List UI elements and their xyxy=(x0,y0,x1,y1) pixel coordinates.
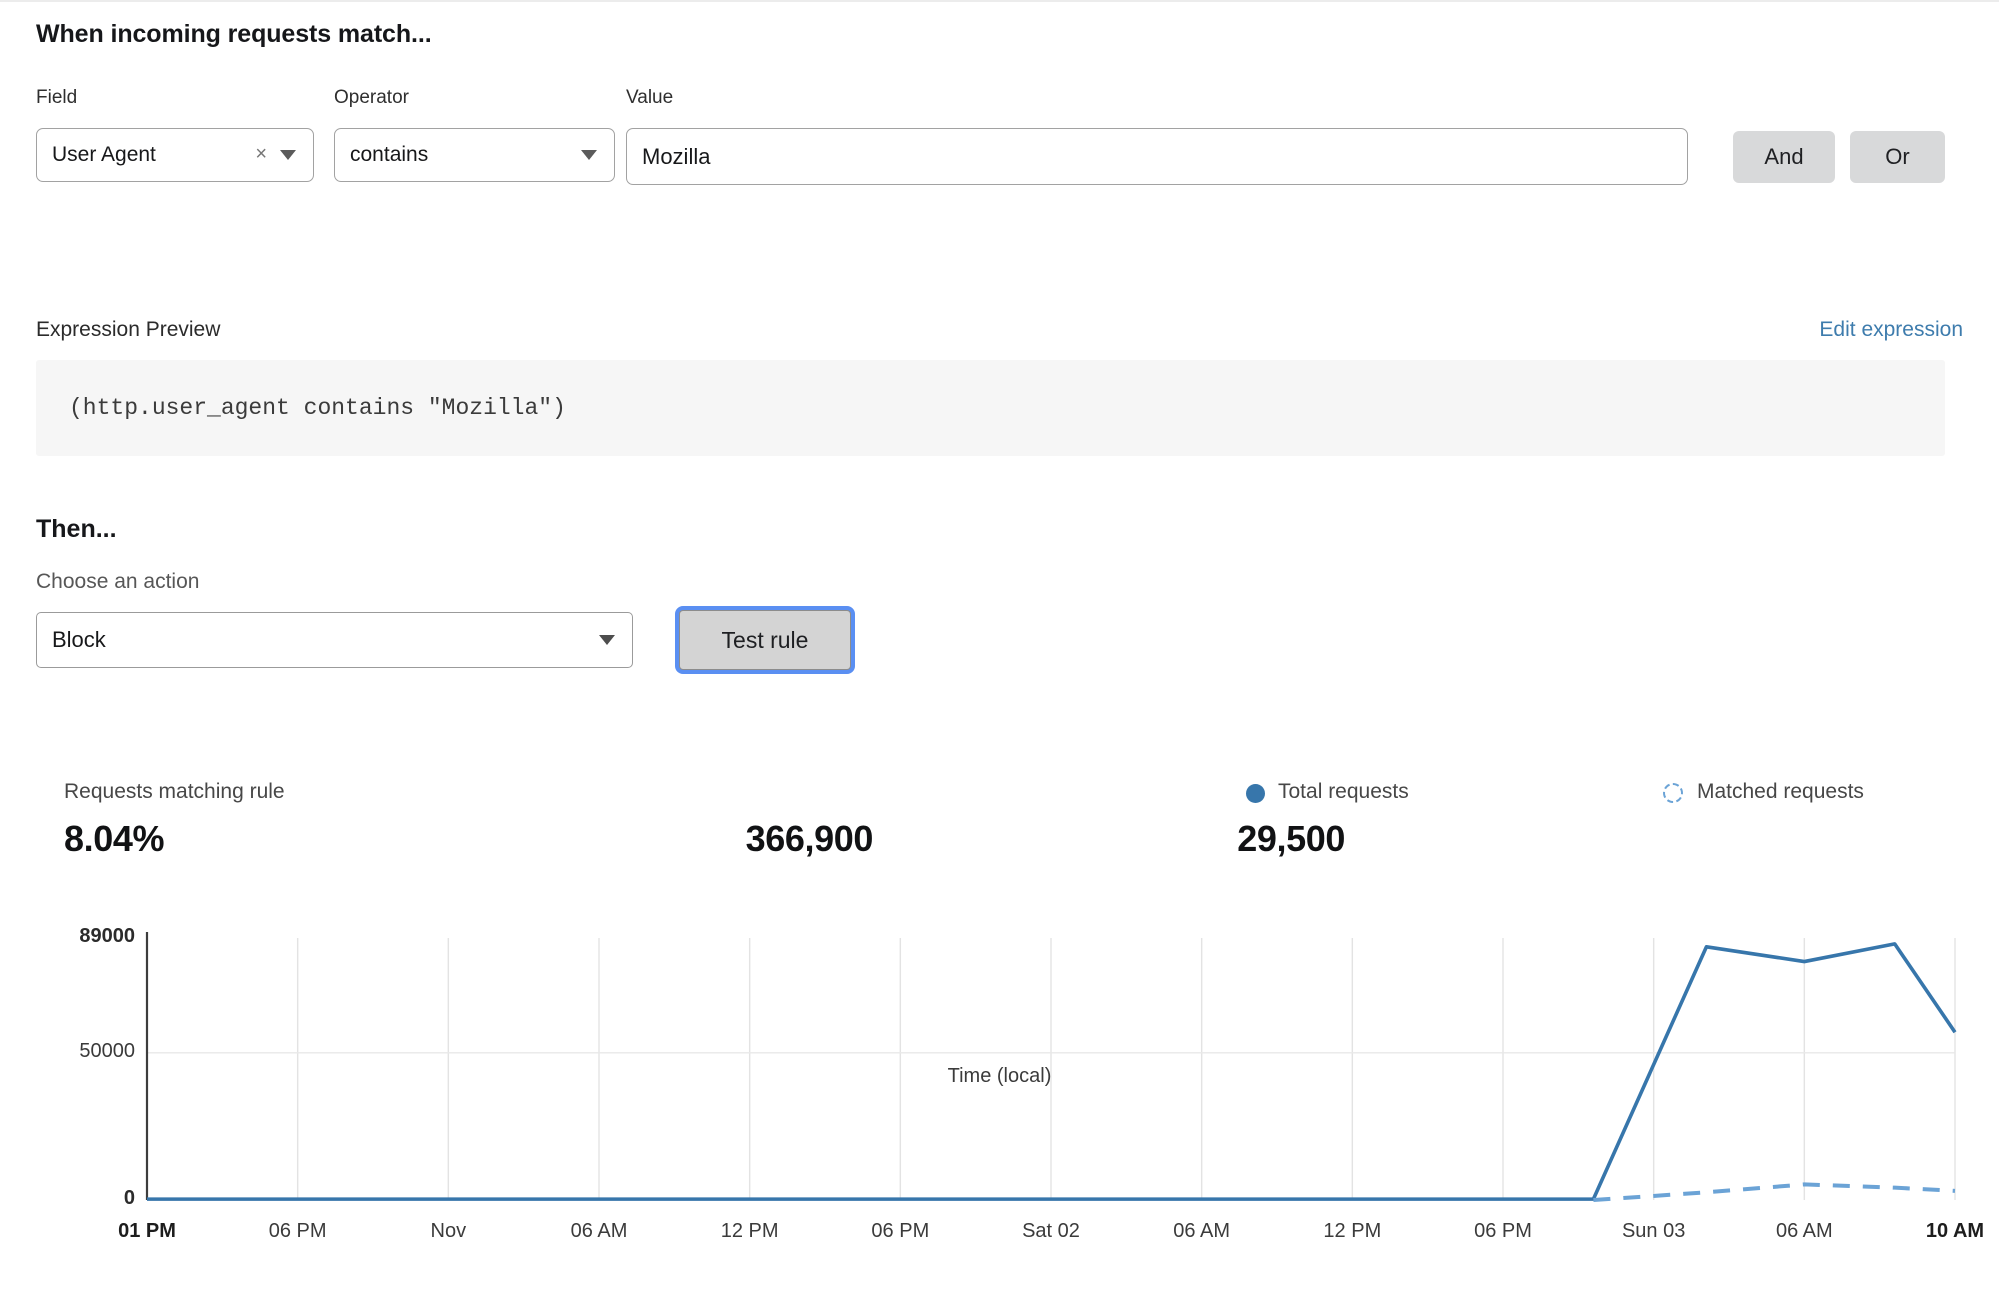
x-tick-6: Sat 02 xyxy=(1022,1220,1080,1242)
x-tick-11: 06 AM xyxy=(1775,1220,1833,1242)
value-label: Value xyxy=(626,87,674,108)
matched-requests-legend-dot-icon xyxy=(1663,783,1683,803)
then-section-heading: Then... xyxy=(36,515,117,543)
y-tick-0: 0 xyxy=(123,1187,135,1209)
chart-plot xyxy=(145,932,1957,1202)
x-tick-4: 12 PM xyxy=(720,1220,779,1242)
x-tick-12: 10 AM xyxy=(1925,1220,1985,1242)
x-tick-10: Sun 03 xyxy=(1621,1220,1686,1242)
value-input[interactable] xyxy=(626,128,1688,185)
operator-select-value: contains xyxy=(350,143,429,166)
x-tick-9: 06 PM xyxy=(1474,1220,1532,1242)
chevron-down-icon[interactable] xyxy=(581,150,597,160)
x-tick-3: 06 AM xyxy=(570,1220,628,1242)
operator-select[interactable]: contains xyxy=(334,128,615,182)
x-tick-1: 06 PM xyxy=(268,1220,327,1242)
action-select[interactable]: Block xyxy=(36,612,633,668)
field-select[interactable]: User Agent × xyxy=(36,128,314,182)
requests-matching-rule-value: 8.04% xyxy=(64,818,165,859)
matched-requests-value: 29,500 xyxy=(1237,818,1345,859)
x-tick-8: 12 PM xyxy=(1323,1220,1382,1242)
match-section-heading: When incoming requests match... xyxy=(36,20,432,48)
x-tick-7: 06 AM xyxy=(1173,1220,1231,1242)
chevron-down-icon[interactable] xyxy=(599,635,615,645)
edit-expression-link[interactable]: Edit expression xyxy=(1819,318,1963,341)
x-tick-2: Nov xyxy=(430,1220,467,1242)
total-requests-value: 366,900 xyxy=(745,818,874,859)
x-tick-5: 06 PM xyxy=(871,1220,930,1242)
requests-timeseries-chart: 0 50000 89000 01 PM 06 PM Nov 06 AM 12 PM 06 PM… xyxy=(0,920,1999,1295)
or-button[interactable]: Or xyxy=(1850,131,1945,183)
choose-action-label: Choose an action xyxy=(36,570,200,593)
action-select-value: Block xyxy=(52,627,106,652)
expression-preview-label: Expression Preview xyxy=(36,318,221,341)
requests-matching-rule-label: Requests matching rule xyxy=(64,780,285,803)
total-requests-legend-dot-icon xyxy=(1246,784,1265,803)
expression-code-box: (http.user_agent contains "Mozilla") xyxy=(36,360,1945,456)
field-label: Field xyxy=(36,87,78,108)
x-tick-0: 01 PM xyxy=(118,1220,176,1242)
test-rule-button[interactable]: Test rule xyxy=(679,610,851,670)
operator-label: Operator xyxy=(334,87,409,108)
y-tick-50000: 50000 xyxy=(79,1039,135,1062)
total-requests-label: Total requests xyxy=(1278,780,1409,803)
y-tick-89000: 89000 xyxy=(79,925,135,947)
top-divider xyxy=(0,0,1999,2)
field-select-value: User Agent xyxy=(52,143,156,166)
chevron-down-icon[interactable] xyxy=(280,150,296,160)
expression-code-text: (http.user_agent contains "Mozilla") xyxy=(69,395,566,421)
x-axis-title: Time (local) xyxy=(947,1065,1052,1087)
matched-requests-label: Matched requests xyxy=(1697,780,1864,803)
close-x-icon[interactable]: × xyxy=(255,142,267,165)
and-button[interactable]: And xyxy=(1733,131,1835,183)
